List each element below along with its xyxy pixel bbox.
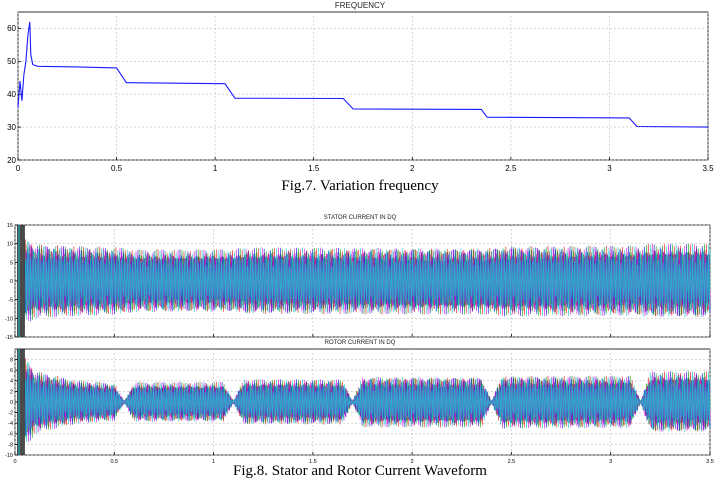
x-tick-label: 3 xyxy=(607,164,612,173)
stator-plot-title: STATOR CURRENT IN DQ xyxy=(323,215,397,221)
x-tick-label: 1.5 xyxy=(308,164,320,173)
y-tick-label: -8 xyxy=(8,442,13,448)
x-tick-label: 0 xyxy=(13,459,16,465)
y-tick-label: -10 xyxy=(5,453,13,459)
x-tick-label: 2 xyxy=(410,164,415,173)
x-tick-label: 2 xyxy=(411,459,414,465)
x-tick-label: 0.5 xyxy=(110,459,118,465)
y-tick-label: 60 xyxy=(7,24,16,33)
y-tick-label: 4 xyxy=(10,379,13,385)
rotor-plot-title: ROTOR CURRENT IN DQ xyxy=(324,340,396,346)
x-tick-label: 1 xyxy=(213,164,218,173)
x-tick-label: 3.5 xyxy=(702,164,714,173)
x-tick-label: 2.5 xyxy=(505,164,517,173)
plot-area xyxy=(17,11,709,161)
current-series-5 xyxy=(24,241,711,320)
y-tick-label: -2 xyxy=(8,411,13,417)
frequency-plot-title: FREQUENCY xyxy=(334,1,386,10)
startup-transient xyxy=(16,225,25,337)
y-tick-label: 8 xyxy=(10,358,13,364)
y-tick-label: -4 xyxy=(8,421,13,427)
y-tick-label: -6 xyxy=(8,432,13,438)
y-tick-label: 0 xyxy=(10,400,13,406)
y-tick-label: -15 xyxy=(5,335,13,341)
x-tick-label: 3 xyxy=(609,459,612,465)
x-tick-label: 2.5 xyxy=(508,459,516,465)
startup-transient xyxy=(16,349,25,455)
y-tick-label: 15 xyxy=(7,223,13,229)
y-tick-label: 2 xyxy=(10,389,13,395)
y-tick-label: 20 xyxy=(7,156,16,165)
x-tick-label: 1.5 xyxy=(309,459,317,465)
tick-group: 0 0.5 1 1.5 2 2.5 3 3.5 20 30 40 50 60 xyxy=(7,12,714,173)
y-tick-label: 40 xyxy=(7,90,16,99)
y-tick-label: 30 xyxy=(7,123,16,132)
frequency-series-line xyxy=(17,21,709,128)
y-tick-label: 5 xyxy=(10,260,13,266)
tick-group: 0 0.5 1 1.5 2 2.5 3 3.5 -10 -8 -6 -4 -2 0 2 4 6 8 xyxy=(5,349,714,465)
y-tick-label: -5 xyxy=(8,298,13,304)
fig8-caption: Fig.8. Stator and Rotor Current Waveform xyxy=(233,463,487,479)
x-tick-label: 0 xyxy=(16,164,21,173)
x-tick-label: 1 xyxy=(212,459,215,465)
y-tick-label: 0 xyxy=(10,279,13,285)
y-tick-label: 6 xyxy=(10,368,13,374)
fig7-caption: Fig.7. Variation frequency xyxy=(281,178,439,194)
x-tick-label: 0.5 xyxy=(111,164,123,173)
y-tick-label: 50 xyxy=(7,57,16,66)
current-series-5 xyxy=(24,361,711,442)
x-tick-label: 3.5 xyxy=(706,459,714,465)
y-tick-label: 10 xyxy=(7,242,13,248)
y-tick-label: -10 xyxy=(5,316,13,322)
